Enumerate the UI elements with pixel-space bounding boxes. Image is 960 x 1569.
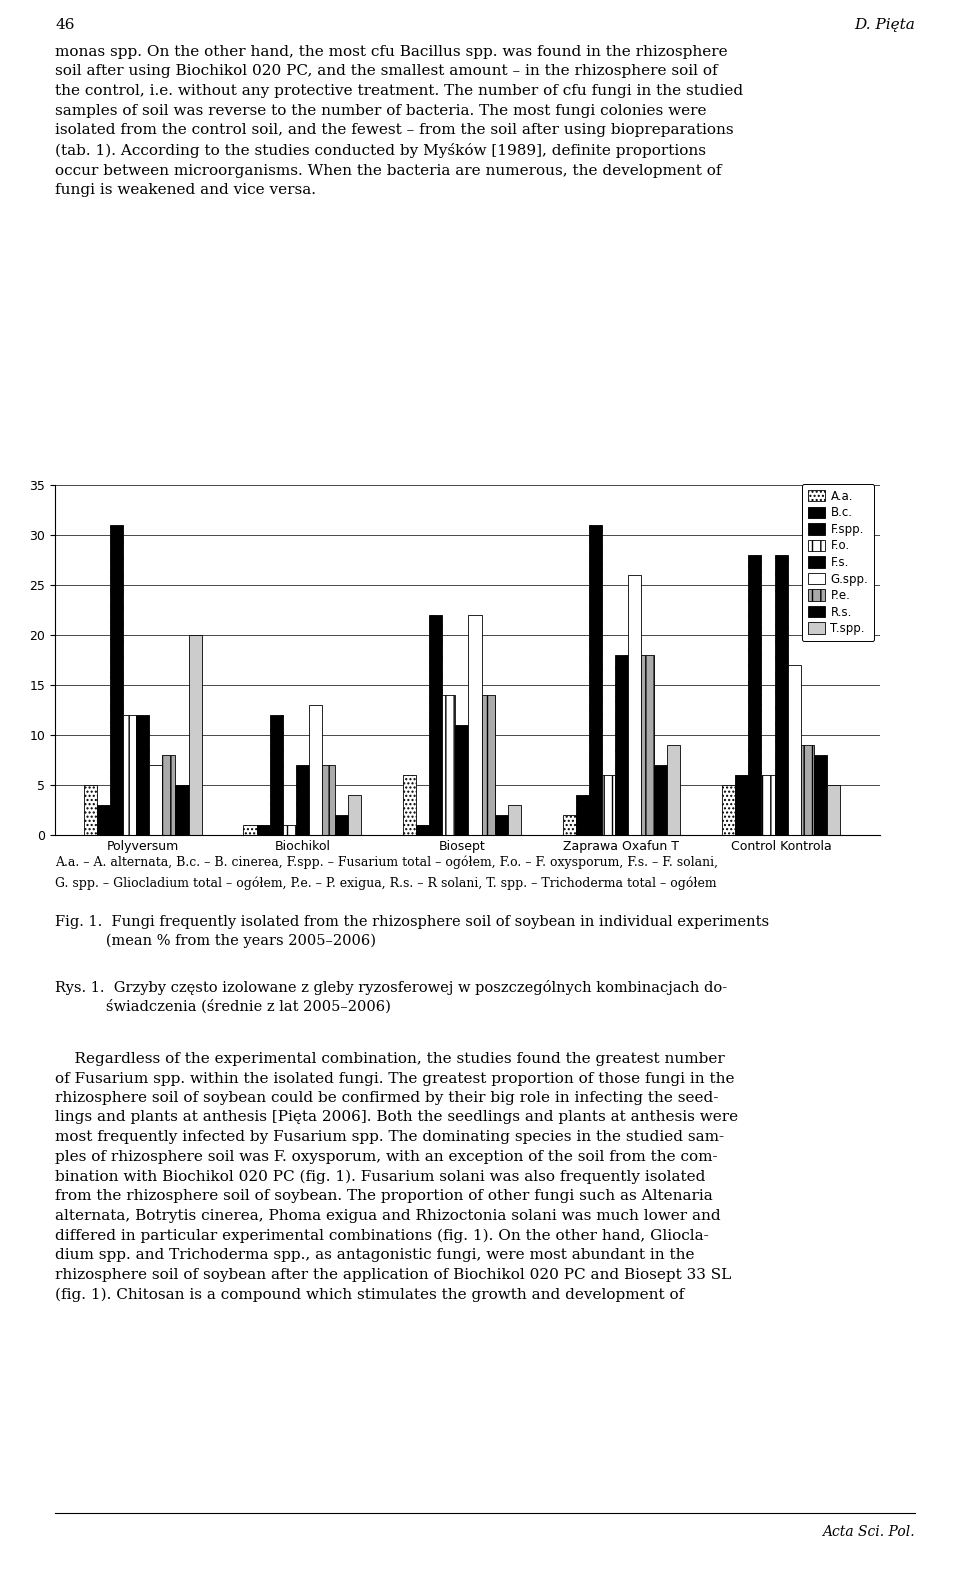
Bar <box>735 775 749 835</box>
Text: Regardless of the experimental combination, the studies found the greatest numbe: Regardless of the experimental combinati… <box>55 1051 738 1302</box>
Bar <box>827 784 840 835</box>
Bar <box>615 654 628 835</box>
Bar <box>588 526 602 835</box>
Bar <box>443 695 455 835</box>
Bar <box>97 805 110 835</box>
Bar <box>309 704 322 835</box>
Bar <box>416 825 429 835</box>
Bar <box>136 715 150 835</box>
Text: Fig. 1.  Fungi frequently isolated from the rhizosphere soil of soybean in indiv: Fig. 1. Fungi frequently isolated from t… <box>55 915 769 948</box>
Text: monas spp. On the other hand, the most cfu Bacillus spp. was found in the rhizos: monas spp. On the other hand, the most c… <box>55 46 743 198</box>
Bar <box>270 715 282 835</box>
Bar <box>602 775 615 835</box>
Bar <box>814 755 827 835</box>
Bar <box>641 654 654 835</box>
Bar <box>455 725 468 835</box>
Bar <box>749 555 761 835</box>
Bar <box>123 715 136 835</box>
Bar <box>761 775 775 835</box>
Legend: A.a., B.c., F.spp., F.o., F.s., G.spp., P.e., R.s., T.spp.: A.a., B.c., F.spp., F.o., F.s., G.spp., … <box>803 483 875 642</box>
Bar <box>282 825 296 835</box>
Bar <box>403 775 416 835</box>
Bar <box>84 784 97 835</box>
Bar <box>563 814 576 835</box>
Bar <box>176 784 188 835</box>
Text: Rys. 1.  Grzyby często izolowane z gleby ryzosferowej w poszczególnych kombinacj: Rys. 1. Grzyby często izolowane z gleby … <box>55 981 727 1014</box>
Bar <box>348 795 361 835</box>
Bar <box>654 766 667 835</box>
Bar <box>110 526 123 835</box>
Text: Acta Sci. Pol.: Acta Sci. Pol. <box>823 1525 915 1539</box>
Bar <box>162 755 176 835</box>
Bar <box>628 574 641 835</box>
Bar <box>468 615 482 835</box>
Bar <box>722 784 735 835</box>
Bar <box>576 795 588 835</box>
Bar <box>296 766 309 835</box>
Bar <box>244 825 256 835</box>
Bar <box>787 665 801 835</box>
Bar <box>494 814 508 835</box>
Bar <box>667 745 681 835</box>
Text: G. spp. – Gliocladium total – ogółem, P.e. – P. exigua, R.s. – R solani, T. spp.: G. spp. – Gliocladium total – ogółem, P.… <box>55 877 716 891</box>
Bar <box>256 825 270 835</box>
Bar <box>429 615 443 835</box>
Text: 46: 46 <box>55 17 75 31</box>
Text: A.a. – A. alternata, B.c. – B. cinerea, F.spp. – Fusarium total – ogółem, F.o. –: A.a. – A. alternata, B.c. – B. cinerea, … <box>55 855 718 869</box>
Bar <box>775 555 787 835</box>
Bar <box>150 766 162 835</box>
Bar <box>322 766 335 835</box>
Bar <box>335 814 348 835</box>
Text: D. Pięta: D. Pięta <box>854 17 915 31</box>
Bar <box>508 805 520 835</box>
Bar <box>188 635 202 835</box>
Bar <box>482 695 494 835</box>
Bar <box>801 745 814 835</box>
